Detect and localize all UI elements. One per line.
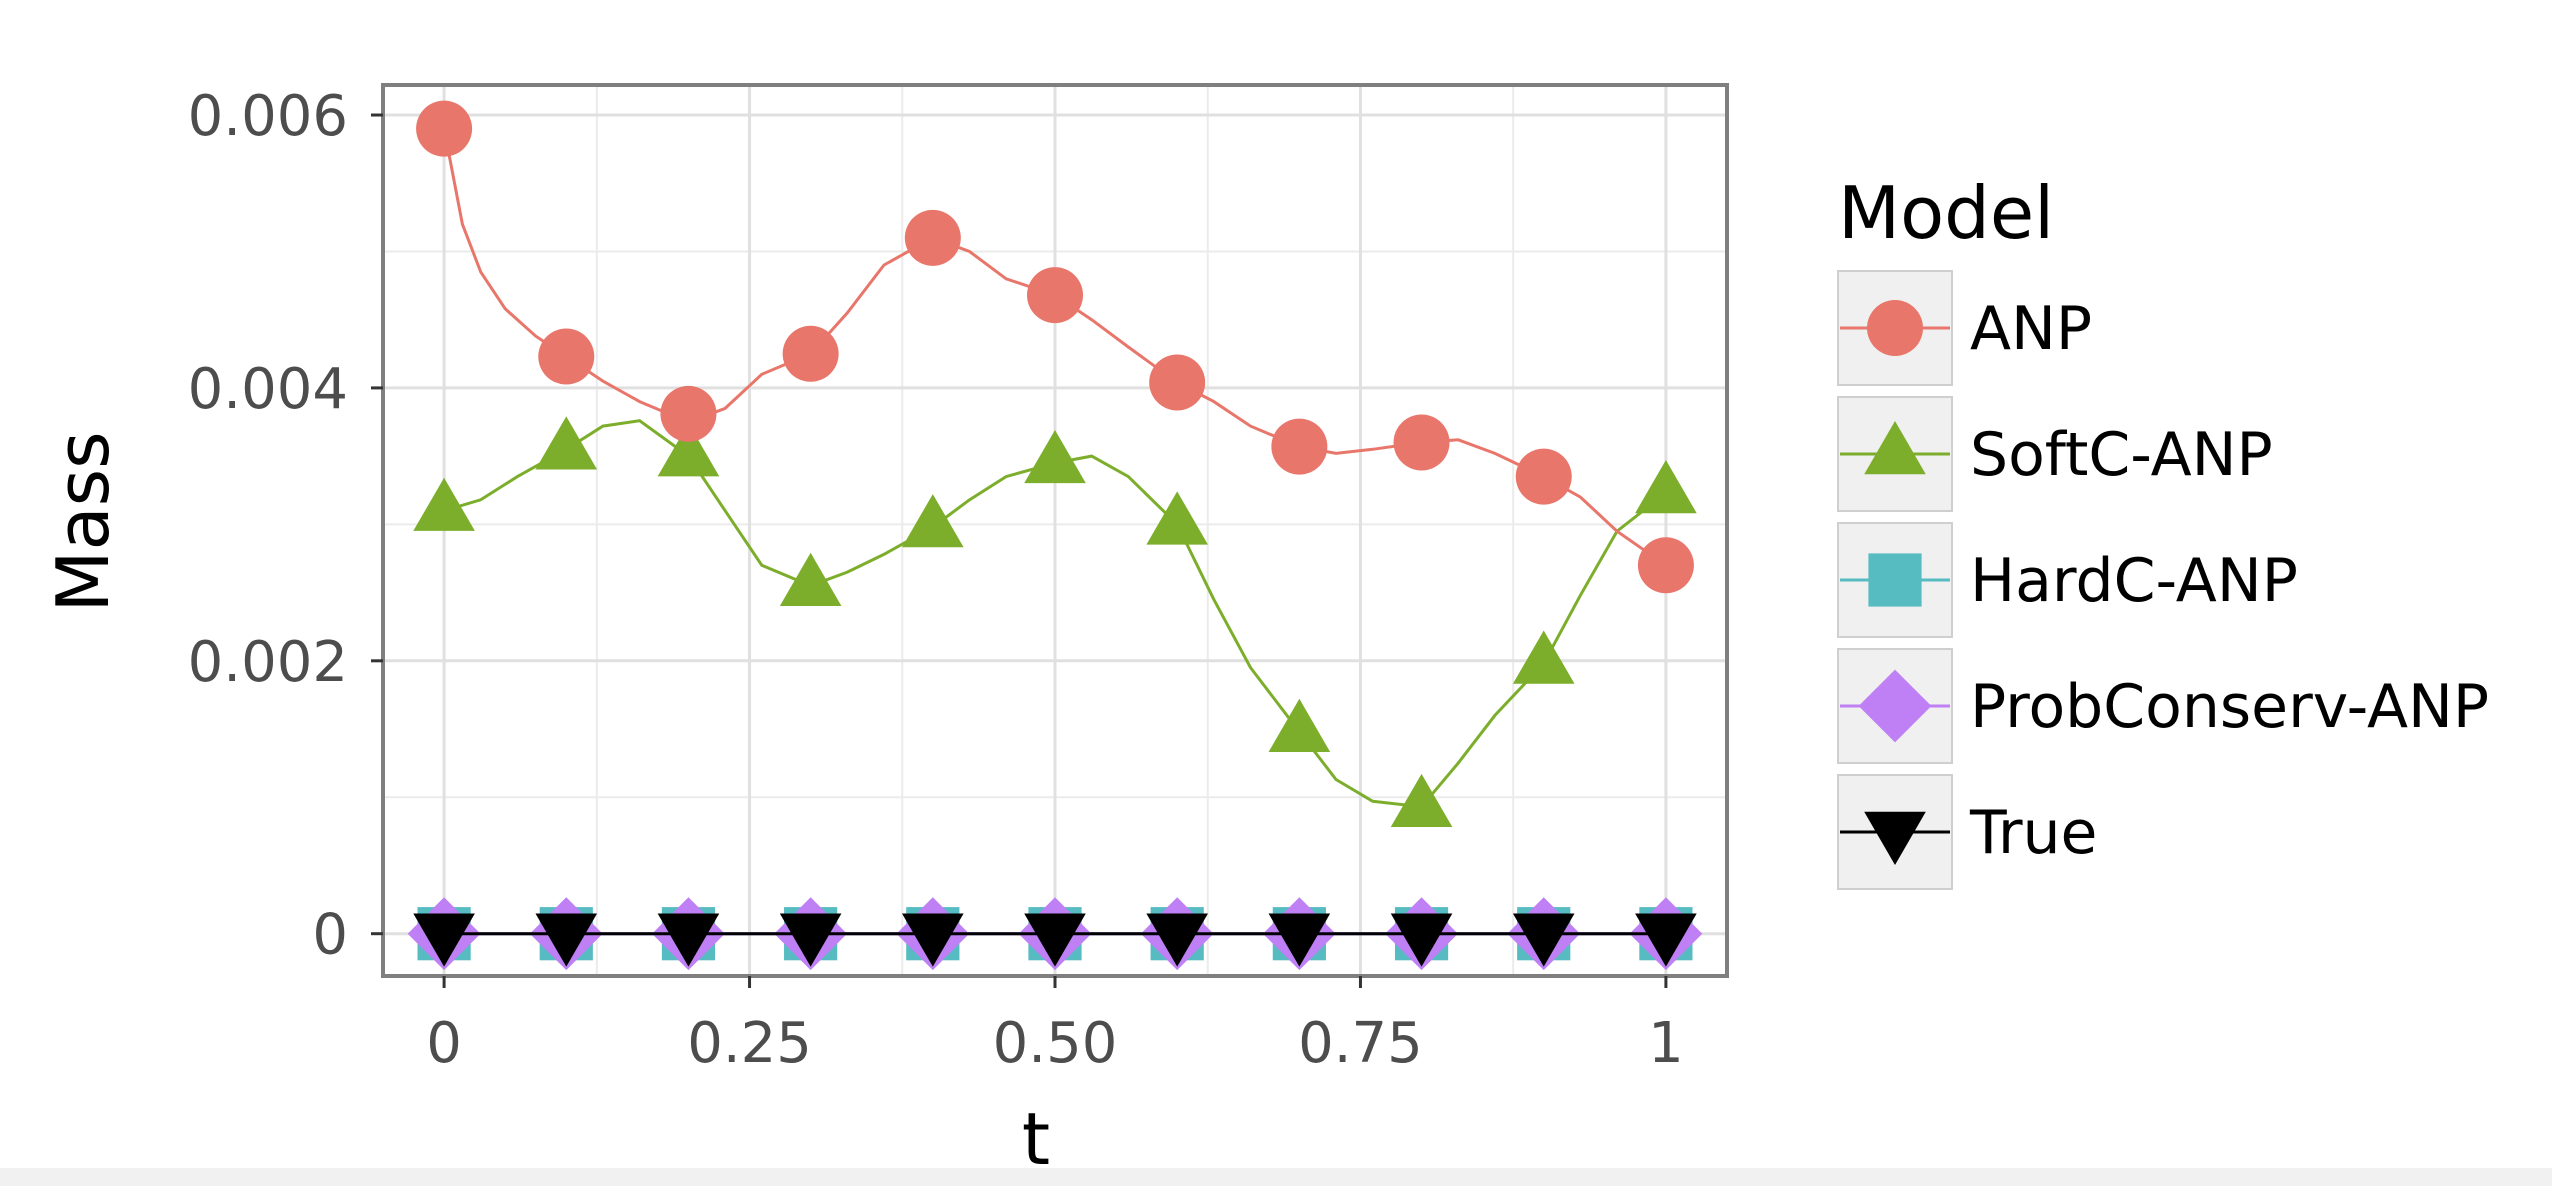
data-point-anp [1515,448,1572,505]
data-point-softc-anp [1268,698,1331,752]
y-tick-label: 0.006 [188,84,348,149]
legend: Model ANP SoftC-ANP HardC-ANP ProbConserv-A… [1837,171,2489,890]
data-point-softc-anp [779,552,842,606]
legend-item-probconserv-anp: ProbConserv-ANP [1837,648,2489,764]
series-true [413,913,1697,967]
data-point-true [779,913,842,967]
legend-label: ProbConserv-ANP [1970,672,2489,742]
data-point-true [1512,913,1575,967]
data-point-anp [1637,537,1694,594]
data-point-anp [1393,414,1450,471]
x-axis-title: t [1022,1097,1050,1181]
data-point-softc-anp [413,477,475,531]
legend-key-marker [1868,553,1922,607]
grid [383,85,1727,976]
legend-label: HardC-ANP [1970,546,2298,616]
data-point-true [1268,913,1331,967]
legend-key-marker [1867,300,1923,356]
legend-label: True [1969,798,2097,868]
data-point-softc-anp [1635,459,1697,514]
data-point-true [1024,913,1086,967]
x-tick-label: 1 [1648,1011,1684,1076]
series-softc-anp [413,416,1697,828]
legend-key-marker [1864,421,1926,475]
legend-label: ANP [1970,294,2092,364]
data-point-softc-anp [1146,491,1208,545]
data-point-softc-anp [1512,630,1575,684]
data-point-true [1146,913,1208,967]
data-point-softc-anp [1390,773,1453,828]
data-point-anp [1271,418,1328,475]
y-tick-label: 0.004 [188,357,348,422]
data-point-softc-anp [902,494,964,548]
x-tick-label: 0 [426,1011,462,1076]
data-point-true [535,913,598,967]
y-axis-title: Mass [41,431,125,612]
data-point-softc-anp [1024,429,1086,484]
legend-item-softc-anp: SoftC-ANP [1837,396,2273,512]
legend-item-anp: ANP [1837,270,2092,386]
x-tick-label: 0.50 [993,1011,1118,1076]
y-tick-label: 0.002 [188,630,348,695]
data-point-anp [416,100,473,157]
data-point-true [902,913,964,967]
y-tick-label: 0 [312,903,348,968]
series-anp [416,100,1694,594]
legend-item-hardc-anp: HardC-ANP [1837,522,2298,638]
data-point-anp [538,328,595,385]
data-point-anp [782,325,839,382]
data-point-anp [660,385,717,442]
data-point-true [1635,913,1697,967]
plot-series [407,100,1703,971]
legend-title: Model [1838,171,2054,255]
legend-key-marker [1858,669,1932,743]
axes: 0 0.25 0.50 0.75 1 0 0.002 0.004 0.006 [188,84,1684,1076]
legend-label: SoftC-ANP [1970,420,2273,490]
data-point-anp [904,209,961,266]
data-point-true [657,913,720,967]
x-tick-label: 0.25 [687,1011,812,1076]
data-point-softc-anp [535,416,598,470]
data-point-anp [1149,354,1206,411]
window-bottom-edge [0,1168,2552,1186]
data-point-anp [1027,267,1083,324]
legend-item-true: True [1837,774,2097,890]
data-point-softc-anp [657,423,720,477]
x-tick-label: 0.75 [1298,1011,1423,1076]
data-point-true [413,913,475,967]
legend-key-marker [1864,811,1926,865]
data-point-true [1390,913,1453,967]
